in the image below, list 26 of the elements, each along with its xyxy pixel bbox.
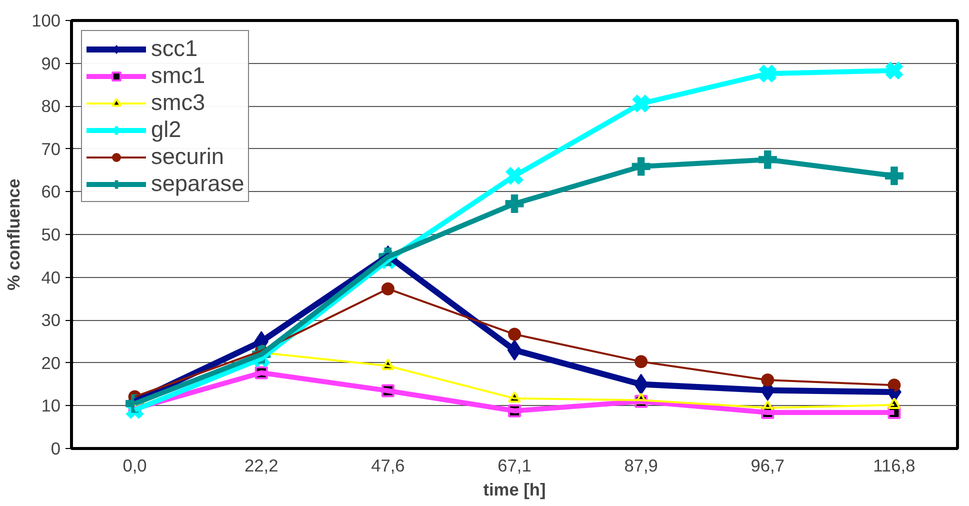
legend-label: smc3 [151, 89, 206, 116]
y-tick-label: 10 [41, 396, 61, 416]
x-tick-label: 67,1 [498, 456, 532, 476]
legend-label: smc1 [151, 62, 206, 89]
y-tick-label: 30 [41, 310, 61, 330]
x-tick-label: 96,7 [750, 456, 785, 476]
y-tick-label: 80 [41, 96, 61, 116]
x-tick-label: 47,6 [371, 456, 405, 476]
y-tick-label: 50 [41, 224, 61, 244]
x-axis-title: time [h] [483, 480, 546, 500]
y-tick-label: 0 [50, 438, 61, 458]
y-tick-label: 100 [32, 10, 61, 30]
x-tick-label: 0,0 [122, 456, 147, 476]
y-tick-label: 90 [41, 53, 61, 74]
x-tick-label: 116,8 [873, 456, 916, 476]
legend-label: separase [151, 170, 244, 197]
y-axis-title: % confluence [4, 178, 24, 290]
y-tick-label: 60 [41, 182, 61, 202]
x-tick-label: 22,2 [244, 456, 278, 476]
legend-label: securin [151, 143, 224, 170]
y-tick-label: 70 [41, 138, 61, 159]
y-tick-label: 40 [41, 267, 61, 288]
y-tick-label: 20 [41, 352, 61, 373]
legend-label: gl2 [151, 116, 182, 143]
x-tick-label: 87,9 [624, 456, 658, 476]
legend-label: scc1 [151, 35, 198, 62]
